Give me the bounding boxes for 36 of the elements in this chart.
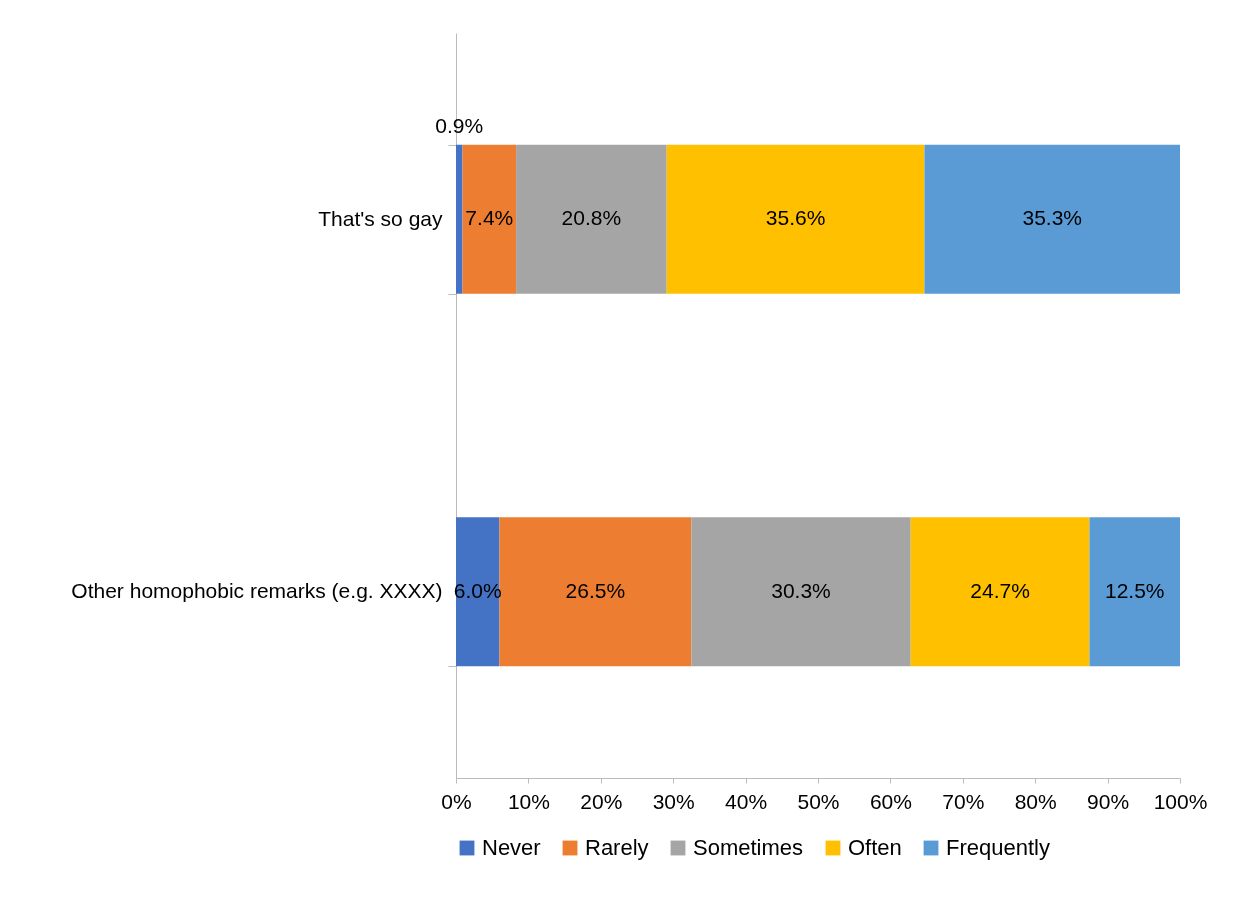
data-label: 12.5% <box>1104 578 1165 602</box>
data-label: 20.8% <box>561 206 622 230</box>
x-tick-label: 0% <box>441 789 472 813</box>
data-label: 35.6% <box>765 206 826 230</box>
y-tick-label: That's so gay <box>318 206 443 230</box>
legend-label: Rarely <box>585 835 649 860</box>
x-tick-label: 30% <box>652 789 695 813</box>
y-tick-label: Other homophobic remarks (e.g. XXXX) <box>71 579 443 603</box>
data-label: 24.7% <box>970 578 1030 602</box>
data-label: 0.9% <box>435 114 484 138</box>
x-tick-label: 80% <box>1014 789 1057 813</box>
x-tick-label: 90% <box>1087 789 1130 813</box>
legend-label: Never <box>482 835 541 860</box>
legend-label: Often <box>848 835 902 860</box>
x-tick-label: 60% <box>869 789 912 813</box>
bar <box>462 144 517 294</box>
bar <box>924 144 1180 294</box>
bar <box>910 517 1090 667</box>
bar <box>691 517 911 667</box>
x-tick-label: 40% <box>725 789 768 813</box>
data-label: 30.3% <box>771 578 831 602</box>
x-tick-label: 50% <box>797 789 840 813</box>
legend-label: Sometimes <box>693 835 804 860</box>
x-tick-label: 20% <box>580 789 623 813</box>
bar <box>516 144 667 294</box>
bar <box>456 144 463 294</box>
bar <box>666 144 925 294</box>
x-tick-label: 100% <box>1153 789 1208 813</box>
data-label: 7.4% <box>465 206 514 230</box>
data-label: 35.3% <box>1022 206 1082 230</box>
data-label: 26.5% <box>565 578 626 602</box>
bar <box>1089 517 1180 667</box>
bar <box>499 517 692 667</box>
x-tick-label: 10% <box>507 789 550 813</box>
x-tick-label: 70% <box>942 789 985 813</box>
legend-label: Frequently <box>946 835 1050 860</box>
